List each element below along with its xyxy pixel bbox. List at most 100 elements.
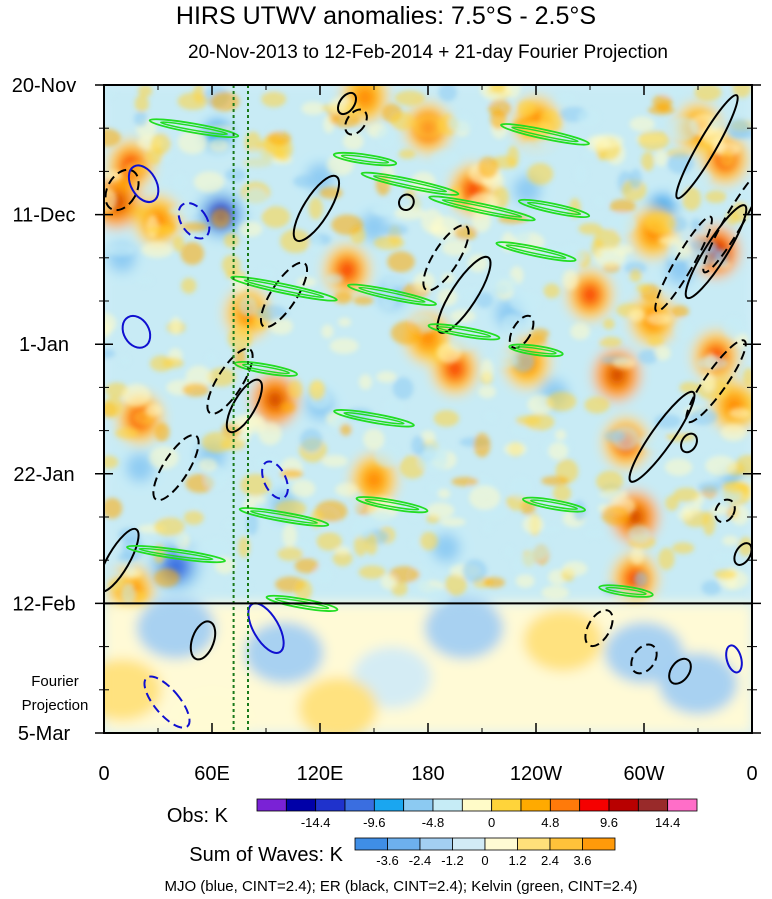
obs-texture-cell: [462, 559, 487, 583]
obs-texture-cell: [585, 135, 610, 152]
obs-texture-cell: [199, 537, 231, 558]
obs-texture-cell: [338, 317, 352, 327]
obs-texture-cell: [702, 372, 715, 392]
obs-texture-cell: [214, 556, 235, 575]
obs-texture-cell: [280, 469, 304, 479]
obs-texture-cell: [104, 128, 121, 147]
y-tick-label: 12-Feb: [12, 593, 75, 615]
obs-texture-cell: [172, 172, 189, 192]
obs-texture-cell: [288, 380, 303, 399]
cold-anomaly-core: [125, 452, 155, 483]
kelvin-contour-inner: [243, 279, 325, 299]
obs-texture-cell: [473, 432, 491, 458]
plot-background: [104, 85, 752, 733]
obs-texture-cell: [719, 149, 735, 167]
kelvin-contour: [347, 283, 437, 307]
obs-texture-cell: [509, 291, 542, 313]
obs-texture-cell: [118, 527, 140, 543]
obs-texture-cell: [146, 225, 175, 235]
obs-colorbar-tick-label: 4.8: [541, 815, 559, 830]
mjo-contour: [121, 314, 152, 349]
er-contour: [422, 224, 470, 292]
obs-texture-cell: [115, 427, 139, 439]
obs-texture-cell: [374, 444, 401, 468]
obs-texture-cell: [723, 316, 746, 339]
obs-texture-cell: [438, 85, 457, 102]
warm-anomaly-core: [609, 367, 625, 384]
obs-texture-cell: [290, 479, 316, 498]
y-tick-label: 5-Mar: [18, 723, 71, 745]
obs-texture-cell: [161, 357, 184, 369]
x-tick-label: 60W: [623, 763, 664, 785]
obs-texture-cell: [351, 517, 374, 539]
obs-texture-cell: [154, 422, 170, 442]
obs-texture-cell: [467, 254, 488, 273]
obs-colorbar-swatch: [256, 798, 287, 812]
obs-texture-cell: [122, 568, 142, 579]
obs-texture-cell: [294, 558, 319, 574]
kelvin-contour: [428, 195, 536, 222]
obs-texture-cell: [488, 99, 512, 118]
waves-colorbar-tick-label: -1.2: [441, 853, 463, 868]
kelvin-contour: [234, 360, 298, 377]
kelvin-contour-inner: [274, 597, 330, 610]
obs-texture-cell: [353, 295, 374, 306]
er-contour: [336, 91, 358, 116]
obs-texture-cell: [681, 186, 702, 211]
obs-texture-cell: [376, 126, 397, 150]
obs-texture-cell: [577, 108, 602, 127]
obs-texture-cell: [258, 422, 282, 446]
obs-texture-cell: [710, 504, 729, 515]
obs-texture-cell: [398, 149, 416, 159]
waves-colorbar-tick-label: 0: [481, 853, 488, 868]
obs-texture-cell: [315, 500, 348, 523]
chart-title: HIRS UTWV anomalies: 7.5°S - 2.5°S: [176, 2, 596, 30]
obs-texture-cell: [629, 168, 642, 189]
kelvin-contour-inner: [436, 326, 492, 338]
kelvin-contour: [355, 496, 429, 514]
projection-anomaly-field: [104, 597, 752, 733]
footer-note: MJO (blue, CINT=2.4); ER (black, CINT=2.…: [164, 878, 637, 895]
er-contour: [684, 204, 748, 300]
obs-texture-cell: [664, 458, 693, 476]
obs-noise-texture: [104, 85, 752, 608]
obs-texture-cell: [256, 304, 288, 322]
obs-colorbar-swatch: [315, 798, 346, 812]
obs-texture-cell: [546, 391, 577, 412]
chart-subtitle: 20-Nov-2013 to 12-Feb-2014 + 21-day Four…: [188, 42, 668, 63]
obs-texture-cell: [694, 85, 722, 102]
obs-colorbar-tick-label: -9.6: [363, 815, 385, 830]
obs-texture-cell: [309, 235, 323, 255]
obs-texture-cell: [679, 381, 700, 394]
obs-texture-cell: [673, 487, 700, 502]
x-tick-label: 60E: [194, 763, 230, 785]
obs-texture-cell: [411, 584, 443, 598]
obs-texture-cell: [154, 517, 185, 537]
obs-colorbar-swatch: [491, 798, 522, 812]
kelvin-contour-inner: [138, 547, 214, 561]
obs-texture-cell: [441, 239, 471, 257]
obs-texture-cell: [365, 533, 378, 555]
obs-texture-cell: [426, 502, 455, 519]
obs-texture-cell: [630, 547, 644, 565]
obs-texture-cell: [325, 273, 344, 285]
obs-texture-cell: [211, 208, 231, 228]
obs-texture-cell: [382, 397, 406, 417]
obs-texture-cell: [645, 212, 676, 235]
er-contour: [680, 432, 698, 454]
x-tick-label: 0: [746, 763, 757, 785]
obs-texture-cell: [646, 312, 672, 326]
obs-texture-cell: [183, 510, 204, 525]
obs-texture-cell: [437, 488, 451, 499]
obs-texture-cell: [480, 358, 494, 383]
obs-texture-cell: [201, 431, 232, 453]
kelvin-contour: [360, 171, 460, 196]
obs-texture-cell: [204, 352, 218, 364]
mjo-contour: [143, 675, 191, 729]
kelvin-contour: [522, 496, 586, 513]
kelvin-contour-inner: [340, 154, 390, 164]
obs-texture-cell: [418, 448, 448, 473]
x-tick-label: 120W: [510, 763, 562, 785]
kelvin-contour-inner: [505, 244, 567, 259]
obs-texture-cell: [489, 85, 507, 93]
